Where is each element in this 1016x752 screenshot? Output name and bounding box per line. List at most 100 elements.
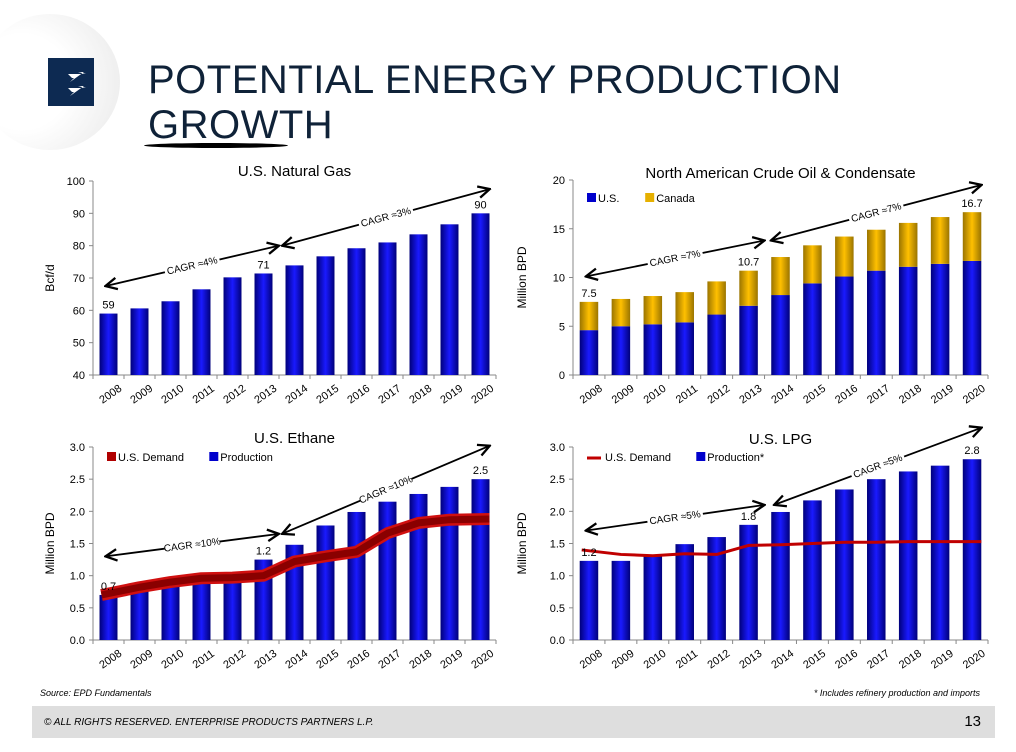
bar-production <box>835 489 854 640</box>
natgas-chart: U.S. Natural Gas Bcf/d 40 50 60 70 80 90 100 2008… <box>43 163 497 407</box>
bar-u-s-natural-gas <box>440 224 459 375</box>
bar-canada <box>579 301 599 331</box>
x-tick-label: 2020 <box>469 648 496 672</box>
bar-production <box>803 500 822 640</box>
cagr-label: CAGR ≈5% <box>852 453 904 481</box>
x-tick-label: 2013 <box>252 648 279 672</box>
bar-u-s <box>803 283 822 375</box>
bar-u-s-natural-gas <box>254 273 273 375</box>
x-tick-label: 2014 <box>283 383 310 407</box>
y-tick-label: 5 <box>559 321 565 333</box>
page-number: 13 <box>964 713 981 730</box>
bar-canada <box>643 296 663 325</box>
x-tick-label: 2020 <box>469 383 496 407</box>
cagr-label-bg <box>848 449 906 481</box>
y-tick-label: 100 <box>67 176 85 188</box>
data-label: 10.7 <box>738 257 759 269</box>
bar-u-s <box>611 326 631 375</box>
bar-canada <box>611 298 631 327</box>
bar-u-s <box>675 322 694 375</box>
x-tick-label: 2011 <box>191 383 217 406</box>
bar-production <box>962 459 982 640</box>
crude-chart: North American Crude Oil & Condensate Mil… <box>515 165 989 407</box>
legend-label: Production <box>220 452 273 464</box>
bar-u-s-natural-gas <box>471 213 490 375</box>
x-tick-label: 2014 <box>769 648 796 672</box>
y-tick-label: 0.5 <box>550 603 565 615</box>
y-tick-label: 3.0 <box>550 442 565 454</box>
y-tick-label: 50 <box>73 338 85 350</box>
x-tick-label: 2009 <box>128 648 155 672</box>
legend-label: Canada <box>656 193 695 205</box>
x-tick-label: 2012 <box>705 648 732 672</box>
chart-title: U.S. LPG <box>749 431 812 448</box>
bar-u-s <box>835 276 854 375</box>
x-tick-label: 2008 <box>97 648 124 672</box>
bar-u-s <box>898 266 918 375</box>
bar-u-s-natural-gas <box>316 256 335 375</box>
cagr-label-bg <box>357 471 414 506</box>
y-tick-label: 80 <box>73 241 85 253</box>
y-tick-label: 0 <box>559 370 565 382</box>
x-tick-label: 2012 <box>705 383 732 407</box>
cagr-label: CAGR ≈10% <box>163 536 221 554</box>
lightning-logo-icon <box>48 58 94 106</box>
bar-u-s-natural-gas <box>347 248 366 375</box>
data-label: 7.5 <box>581 288 596 300</box>
x-tick-label: 2015 <box>801 648 828 672</box>
x-tick-label: 2019 <box>929 383 956 407</box>
bar-production <box>898 471 918 640</box>
x-tick-label: 2017 <box>865 648 892 672</box>
legend-label: U.S. Demand <box>118 452 184 464</box>
demand-line <box>581 540 982 558</box>
cagr-label-bg <box>163 251 221 278</box>
cagr-label-bg <box>847 197 905 225</box>
bar-u-s <box>930 263 950 375</box>
y-tick-label: 70 <box>73 273 85 285</box>
y-tick-label: 2.0 <box>550 506 565 518</box>
bar-canada <box>835 236 854 277</box>
x-tick-label: 2019 <box>929 648 956 672</box>
bar-canada <box>675 292 694 323</box>
cagr-label: CAGR ≈5% <box>649 509 702 527</box>
bar-u-s-natural-gas <box>130 308 149 375</box>
y-tick-label: 2.5 <box>70 474 85 486</box>
x-tick-label: 2011 <box>674 648 700 671</box>
y-tick-label: 0.0 <box>70 635 85 647</box>
bar-production <box>130 589 149 640</box>
chart-title: North American Crude Oil & Condensate <box>645 165 915 182</box>
source-note: Source: EPD Fundamentals <box>40 688 152 698</box>
x-tick-label: 2016 <box>345 383 372 407</box>
data-label: 2.5 <box>473 465 488 477</box>
bar-canada <box>962 212 982 261</box>
cagr-label-bg <box>163 533 221 554</box>
bar-u-s <box>739 305 758 375</box>
cagr-label-bg <box>646 505 704 527</box>
legend-swatch <box>209 452 219 461</box>
ethane-chart: U.S. Ethane Million BPD 0.0 0.5 1.0 1.5 2.0 2.5… <box>43 430 497 672</box>
y-tick-label: 1.0 <box>70 571 85 583</box>
data-label: 71 <box>257 259 269 271</box>
bar-u-s <box>867 270 886 375</box>
bar-production <box>471 479 490 640</box>
x-tick-label: 2018 <box>897 383 924 407</box>
bar-production <box>930 465 950 640</box>
bar-production <box>347 511 366 640</box>
bar-production <box>440 486 459 640</box>
y-tick-label: 10 <box>553 273 565 285</box>
x-tick-label: 2017 <box>865 383 892 407</box>
y-tick-label: 2.5 <box>550 474 565 486</box>
x-tick-label: 2012 <box>221 383 248 407</box>
cagr-label-bg <box>646 245 704 269</box>
x-tick-label: 2012 <box>221 648 248 672</box>
x-tick-label: 2008 <box>97 383 124 407</box>
x-tick-label: 2009 <box>610 648 637 672</box>
bar-production <box>316 525 335 640</box>
x-tick-label: 2009 <box>610 383 637 407</box>
bar-production <box>771 511 790 640</box>
y-tick-label: 0.0 <box>550 635 565 647</box>
bar-u-s <box>643 324 663 375</box>
bar-u-s-natural-gas <box>223 277 242 375</box>
bar-production <box>378 501 397 640</box>
bar-u-s-natural-gas <box>378 242 397 375</box>
